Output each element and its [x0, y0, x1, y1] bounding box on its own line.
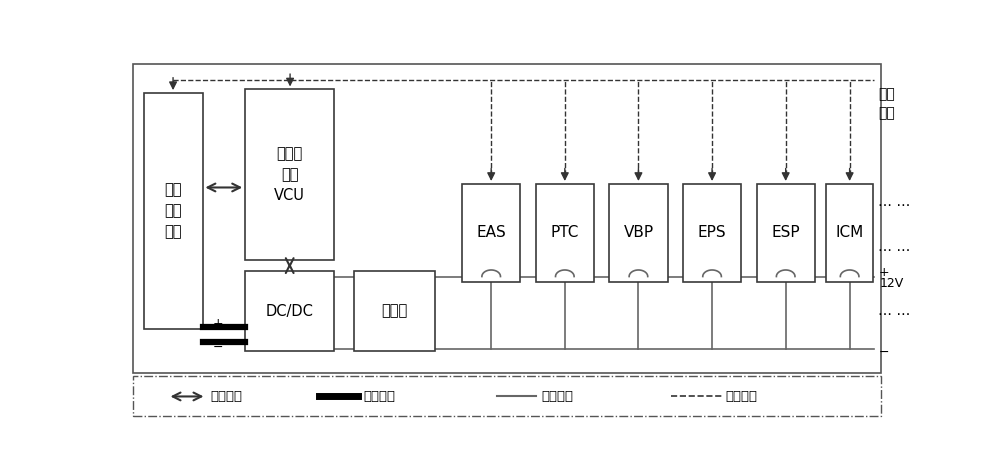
Text: 低压电源: 低压电源 — [541, 390, 573, 403]
Bar — [757, 184, 815, 282]
Text: +: + — [213, 317, 223, 330]
Text: EPS: EPS — [698, 226, 726, 240]
Text: 唤醒信号: 唤醒信号 — [726, 390, 758, 403]
Text: 12V: 12V — [880, 277, 904, 290]
Text: 动力
电池
系统: 动力 电池 系统 — [165, 183, 182, 240]
Bar — [536, 184, 594, 282]
Text: ESP: ESP — [771, 226, 800, 240]
Bar — [144, 93, 202, 329]
Text: PTC: PTC — [551, 226, 579, 240]
Text: +: + — [878, 266, 889, 279]
Text: ICM: ICM — [836, 226, 864, 240]
Text: 唤醒
信号: 唤醒 信号 — [878, 88, 895, 120]
Bar — [133, 64, 881, 373]
Text: −: − — [878, 346, 889, 359]
Text: EAS: EAS — [476, 226, 506, 240]
Bar — [245, 271, 334, 351]
Bar — [354, 271, 435, 351]
Text: 整车控
制器
VCU: 整车控 制器 VCU — [274, 146, 305, 203]
Text: … …: … … — [878, 195, 911, 209]
Text: … …: … … — [878, 304, 911, 318]
Bar — [826, 184, 873, 282]
Bar — [133, 377, 881, 416]
Text: 通信信号: 通信信号 — [210, 390, 242, 403]
Bar — [683, 184, 741, 282]
Text: DC/DC: DC/DC — [266, 303, 314, 319]
Text: VBP: VBP — [623, 226, 654, 240]
Bar — [462, 184, 520, 282]
Text: 高压电源: 高压电源 — [363, 390, 395, 403]
Text: 蓄电池: 蓄电池 — [381, 303, 407, 319]
Text: … …: … … — [878, 240, 911, 254]
Bar — [245, 89, 334, 260]
Bar — [609, 184, 668, 282]
Text: −: − — [213, 341, 223, 354]
